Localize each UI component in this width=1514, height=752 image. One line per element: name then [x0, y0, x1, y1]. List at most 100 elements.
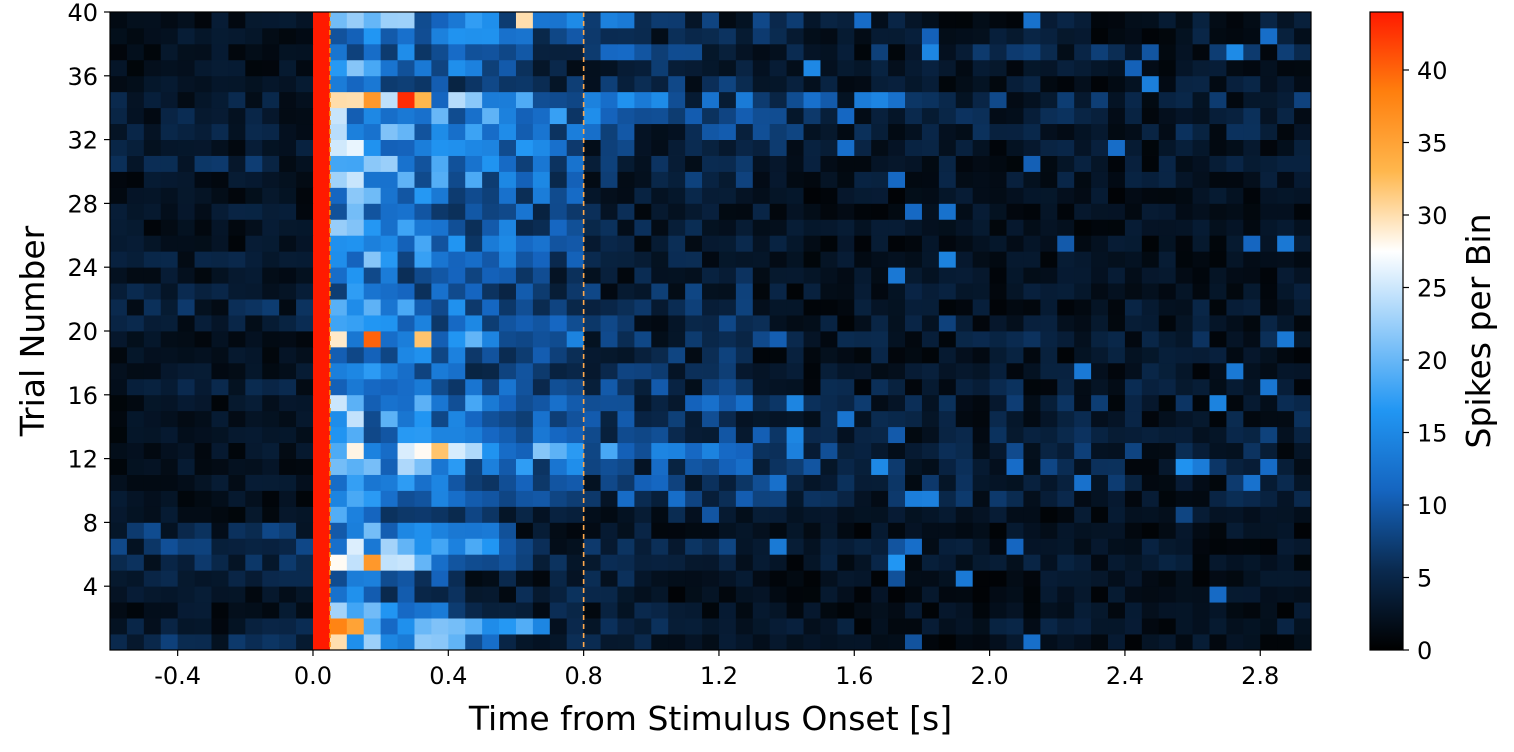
heatmap-cell — [1226, 602, 1244, 619]
heatmap-cell — [668, 219, 686, 236]
heatmap-cell — [1057, 171, 1075, 188]
heatmap-cell — [1074, 570, 1092, 587]
heatmap-cell — [1074, 155, 1092, 172]
heatmap-cell — [126, 171, 145, 188]
heatmap-cell — [752, 586, 771, 603]
heatmap-cell — [143, 426, 162, 444]
heatmap-cell — [143, 474, 162, 491]
heatmap-cell — [600, 27, 618, 45]
heatmap-cell — [245, 394, 263, 412]
heatmap-cell — [651, 522, 669, 539]
heatmap-cell — [1006, 139, 1024, 156]
heatmap-cell — [1091, 490, 1109, 507]
heatmap-cell — [465, 634, 483, 651]
heatmap-cell — [566, 235, 585, 252]
heatmap-cell — [211, 331, 229, 348]
heatmap-cell — [1192, 235, 1210, 252]
heatmap-cell — [1243, 251, 1261, 268]
heatmap-cell — [617, 107, 635, 125]
heatmap-cell — [888, 378, 906, 396]
heatmap-cell — [262, 187, 280, 204]
heatmap-cell — [515, 75, 534, 93]
heatmap-cell — [1124, 139, 1143, 156]
heatmap-cell — [938, 299, 957, 316]
heatmap-cell — [296, 554, 314, 571]
heatmap-cell — [532, 91, 551, 109]
heatmap-cell — [1175, 315, 1193, 332]
heatmap-cell — [1124, 394, 1143, 412]
heatmap-cell — [245, 378, 263, 396]
heatmap-cell — [718, 203, 737, 220]
heatmap-cell — [955, 570, 974, 587]
heatmap-cell — [549, 634, 568, 651]
heatmap-cell — [921, 394, 940, 412]
heatmap-cell — [1277, 602, 1295, 619]
heatmap-cell — [126, 506, 145, 523]
heatmap-cell — [465, 554, 483, 571]
heatmap-cell — [448, 59, 466, 77]
heatmap-cell — [329, 490, 348, 507]
heatmap-cell — [888, 107, 906, 125]
heatmap-cell — [465, 522, 483, 539]
heatmap-cell — [989, 139, 1007, 156]
heatmap-cell — [1023, 410, 1041, 428]
heatmap-cell — [566, 618, 585, 635]
heatmap-cell — [769, 43, 788, 61]
heatmap-cell — [482, 442, 500, 459]
heatmap-cell — [143, 251, 162, 268]
heatmap-cell — [380, 315, 398, 332]
heatmap-cell — [110, 315, 128, 332]
heatmap-cell — [1192, 139, 1210, 156]
heatmap-cell — [668, 458, 686, 475]
heatmap-cell — [126, 107, 145, 125]
heatmap-cell — [871, 331, 889, 348]
heatmap-cell — [905, 251, 923, 268]
heatmap-cell — [482, 27, 500, 45]
heatmap-cell — [329, 362, 348, 380]
heatmap-cell — [888, 267, 906, 284]
heatmap-cell — [617, 219, 635, 236]
heatmap-cell — [448, 394, 466, 412]
heatmap-cell — [397, 235, 415, 252]
heatmap-cell — [1209, 346, 1227, 364]
heatmap-cell — [1158, 554, 1177, 571]
heatmap-cell — [938, 139, 957, 156]
heatmap-cell — [1294, 203, 1312, 220]
heatmap-cell — [668, 123, 686, 140]
heatmap-cell — [752, 187, 771, 204]
heatmap-cell — [245, 538, 263, 555]
heatmap-cell — [414, 618, 432, 635]
heatmap-cell — [532, 490, 551, 507]
heatmap-cell — [1294, 426, 1312, 444]
heatmap-cell — [1175, 618, 1193, 635]
heatmap-cell — [397, 554, 415, 571]
heatmap-cell — [634, 12, 652, 29]
heatmap-cell — [955, 75, 974, 93]
heatmap-cell — [566, 634, 585, 651]
heatmap-cell — [1006, 506, 1024, 523]
heatmap-cell — [583, 331, 601, 348]
heatmap-cell — [1294, 107, 1312, 125]
heatmap-cell — [989, 171, 1007, 188]
heatmap-cell — [583, 251, 601, 268]
heatmap-cell — [329, 139, 348, 156]
heatmap-cell — [312, 602, 331, 619]
heatmap-cell — [735, 187, 754, 204]
heatmap-cell — [702, 123, 720, 140]
x-tick-label: 0.4 — [429, 662, 467, 690]
heatmap-cell — [296, 634, 314, 651]
heatmap-cell — [549, 43, 568, 61]
heatmap-cell — [448, 27, 466, 45]
heatmap-cell — [431, 331, 449, 348]
heatmap-cell — [668, 12, 686, 29]
heatmap-cell — [549, 490, 568, 507]
heatmap-cell — [312, 267, 331, 284]
heatmap-cell — [448, 299, 466, 316]
heatmap-cell — [329, 107, 348, 125]
heatmap-cell — [837, 586, 855, 603]
heatmap-cell — [1040, 27, 1058, 45]
heatmap-cell — [566, 506, 585, 523]
heatmap-cell — [211, 91, 229, 109]
heatmap-cell — [262, 378, 280, 396]
heatmap-cell — [515, 107, 534, 125]
